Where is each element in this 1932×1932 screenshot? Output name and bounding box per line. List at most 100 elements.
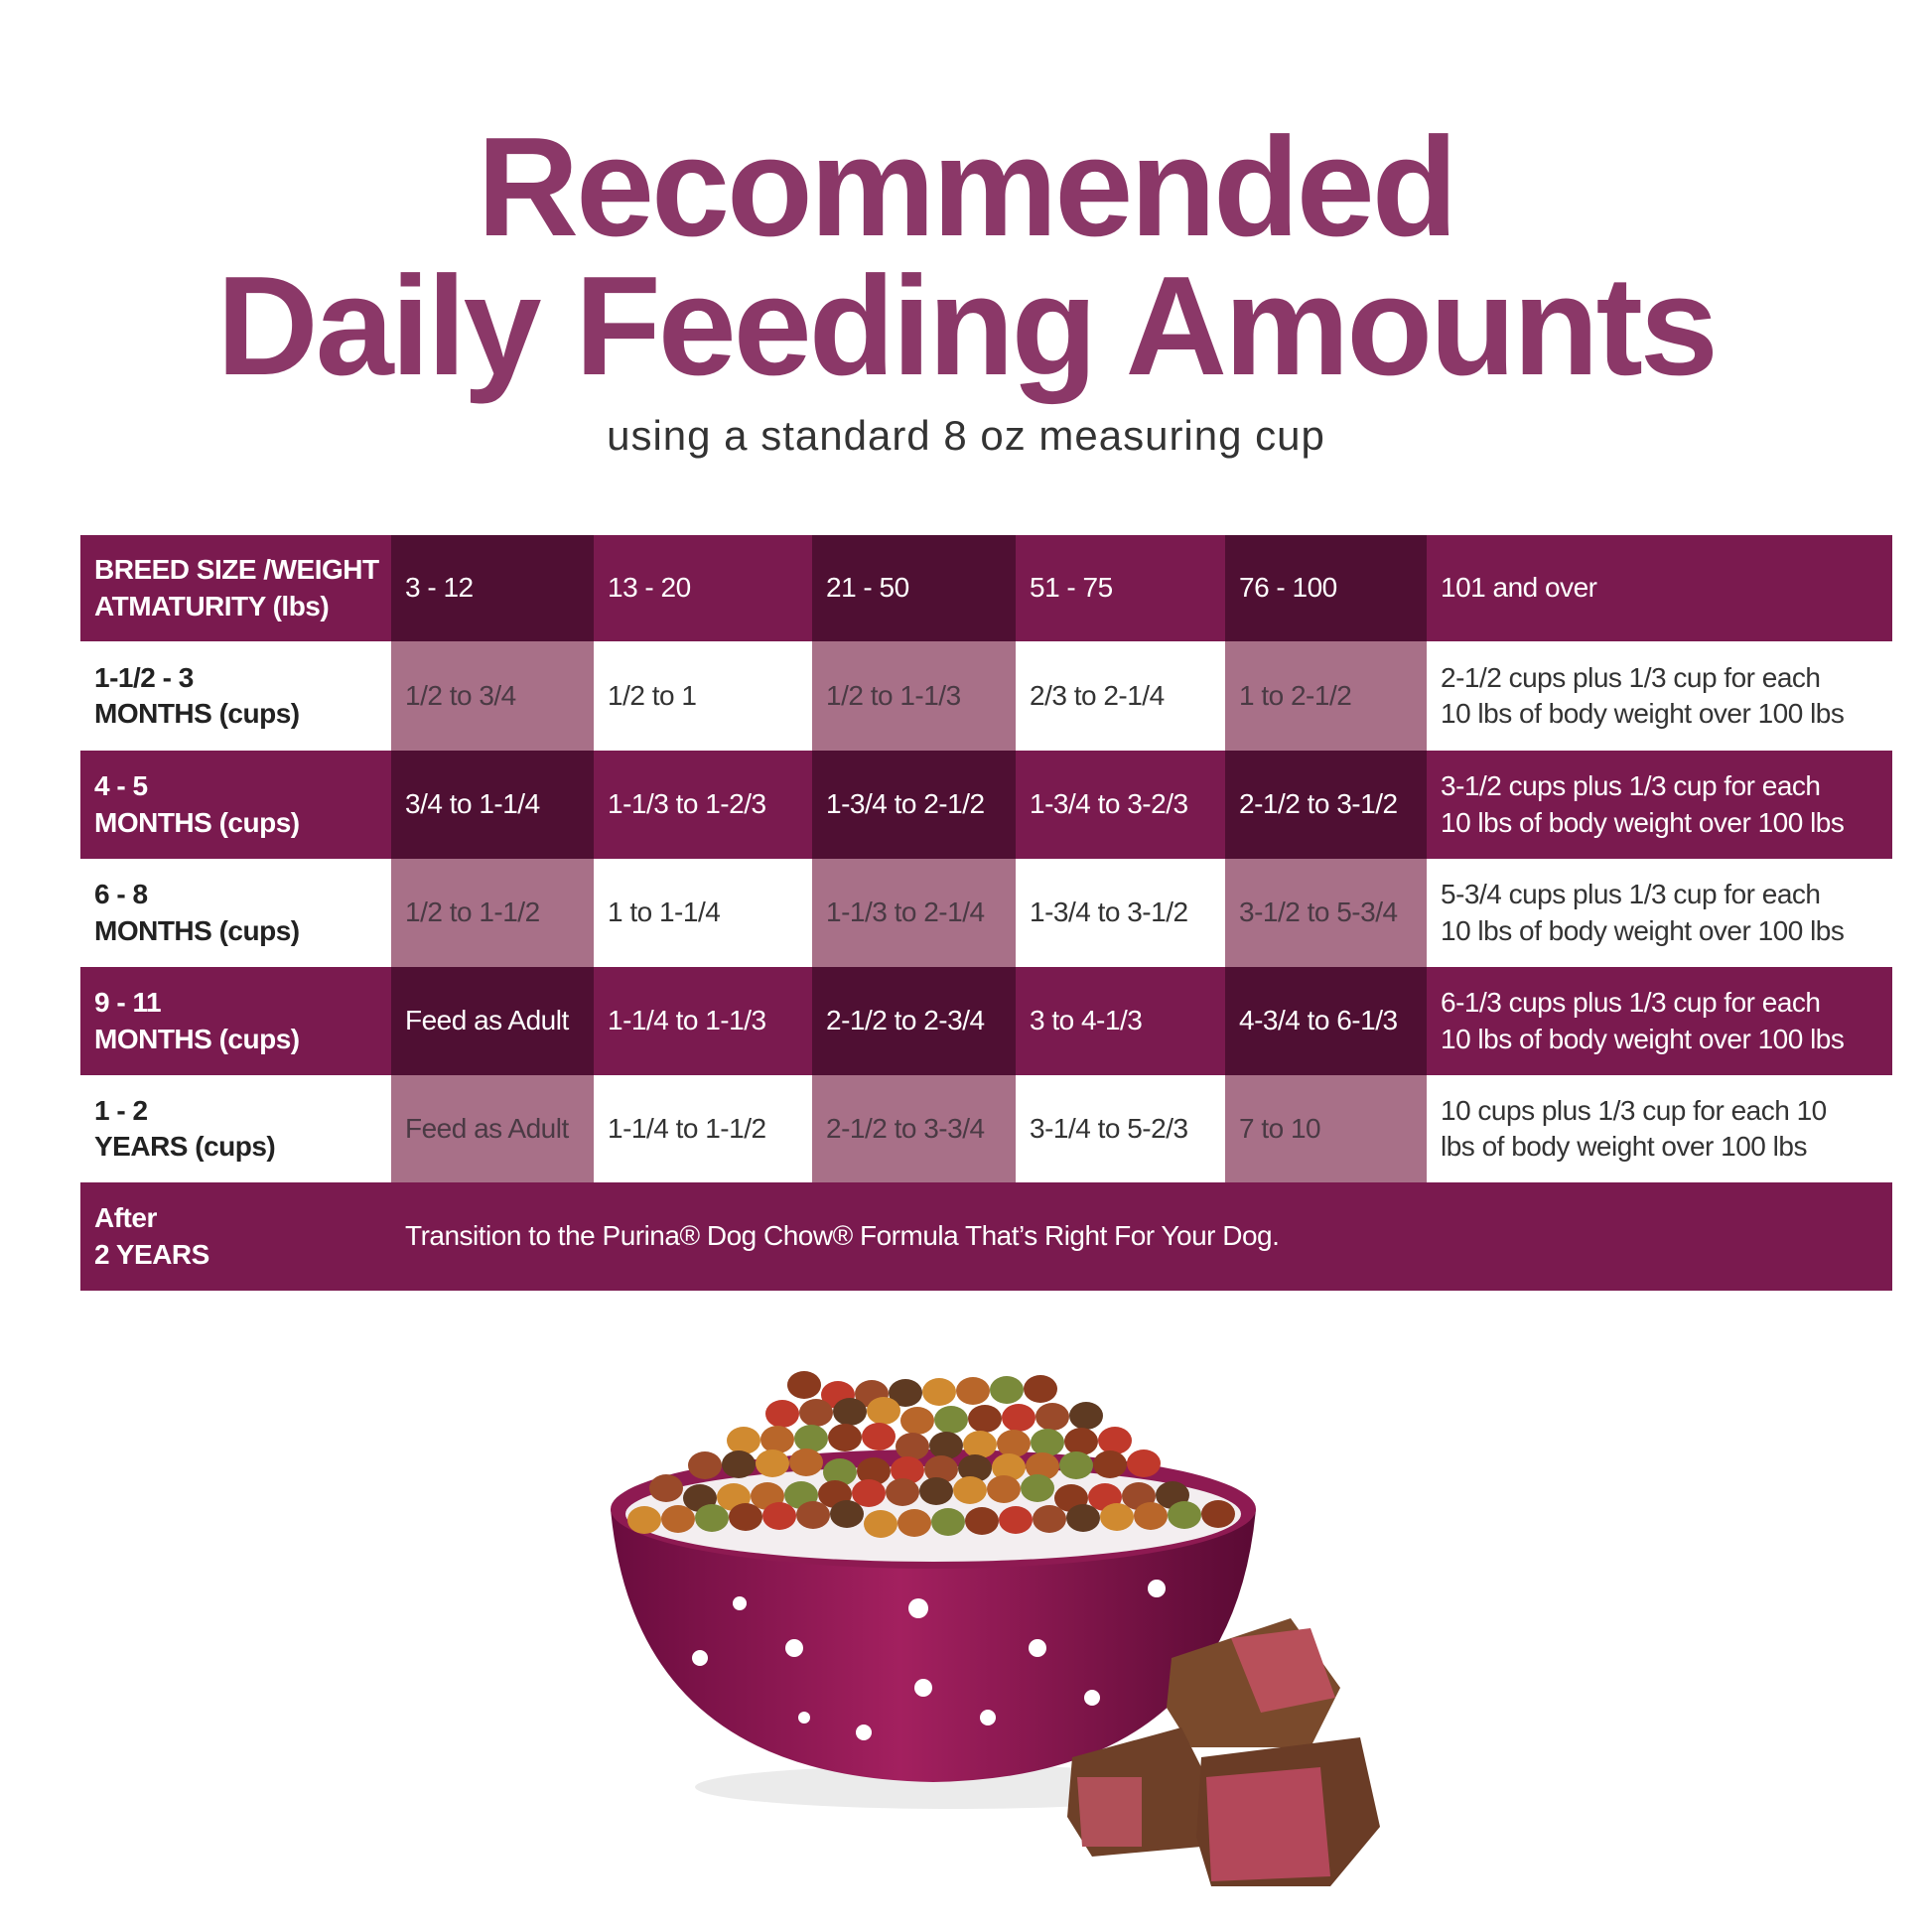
table-cell: 1 to 1-1/4 [594, 859, 812, 967]
table-cell: 1/2 to 3/4 [391, 641, 594, 751]
kibble [688, 1451, 722, 1479]
kibble [987, 1475, 1021, 1503]
kibble [931, 1508, 965, 1536]
table-cell: Feed as Adult [391, 1075, 594, 1182]
kibble [867, 1397, 900, 1425]
kibble [897, 1509, 931, 1537]
table-cell: 3-1/4 to 5-2/3 [1016, 1075, 1225, 1182]
kibble [862, 1423, 896, 1450]
kibble [794, 1425, 828, 1452]
kibble [1156, 1481, 1189, 1509]
kibble [965, 1507, 999, 1535]
kibble [1093, 1450, 1127, 1478]
kibble [1033, 1505, 1066, 1533]
cell-line: ATMATURITY (lbs) [94, 590, 330, 621]
kibble [857, 1457, 891, 1485]
kibble [1134, 1502, 1168, 1530]
kibble [796, 1501, 830, 1529]
row-label: 1 - 2 YEARS (cups) [80, 1075, 391, 1182]
column-header: 101 and over [1427, 535, 1892, 641]
kibble [818, 1480, 852, 1508]
table-cell: 3 to 4-1/3 [1016, 967, 1225, 1075]
row-label: 9 - 11 MONTHS (cups) [80, 967, 391, 1075]
kibble [855, 1380, 889, 1408]
cell-line: 2 YEARS [94, 1238, 209, 1270]
table-cell: 2-1/2 to 3-3/4 [812, 1075, 1016, 1182]
kibble [1066, 1504, 1100, 1532]
cell-line: 10 cups plus 1/3 cup for each 10 [1441, 1094, 1827, 1126]
kibble [1201, 1500, 1235, 1528]
kibble [830, 1500, 864, 1528]
kibble [683, 1484, 717, 1512]
kibble [997, 1430, 1031, 1457]
kibble [1031, 1429, 1064, 1456]
kibble [799, 1399, 833, 1427]
table-cell: 2/3 to 2-1/4 [1016, 641, 1225, 751]
kibble [891, 1456, 924, 1484]
cell-line: 5-3/4 cups plus 1/3 cup for each [1441, 879, 1821, 910]
kibble [852, 1479, 886, 1507]
kibble [722, 1450, 756, 1478]
kibble [1100, 1503, 1134, 1531]
table-cell: 5-3/4 cups plus 1/3 cup for each 10 lbs o… [1427, 859, 1892, 967]
kibble [661, 1505, 695, 1533]
kibble [695, 1504, 729, 1532]
cell-line: 4 - 5 [94, 770, 148, 802]
kibble [934, 1406, 968, 1434]
table-cell: 1/2 to 1 [594, 641, 812, 751]
kibble [760, 1426, 794, 1453]
kibble [919, 1477, 953, 1505]
table-cell: 1-1/3 to 1-2/3 [594, 751, 812, 859]
table-cell: 3/4 to 1-1/4 [391, 751, 594, 859]
kibble [751, 1482, 784, 1510]
kibble [990, 1376, 1024, 1404]
footer-text: Transition to the Purina® Dog Chow® Form… [391, 1182, 1892, 1291]
column-header: 51 - 75 [1016, 535, 1225, 641]
cell-line: MONTHS (cups) [94, 698, 300, 729]
cell-line: 10 lbs of body weight over 100 lbs [1441, 914, 1845, 946]
table-cell: 1 to 2-1/2 [1225, 641, 1427, 751]
cell-line: 9 - 11 [94, 987, 162, 1019]
header-label: BREED SIZE /WEIGHT ATMATURITY (lbs) [80, 535, 391, 641]
table-cell: 2-1/2 to 3-1/2 [1225, 751, 1427, 859]
cell-line: 6-1/3 cups plus 1/3 cup for each [1441, 987, 1821, 1019]
cell-line: 6 - 8 [94, 879, 148, 910]
table-cell: 1-1/4 to 1-1/3 [594, 967, 812, 1075]
table-cell: 3-1/2 to 5-3/4 [1225, 859, 1427, 967]
row-label: 1-1/2 - 3 MONTHS (cups) [80, 641, 391, 751]
cell-line: 10 lbs of body weight over 100 lbs [1441, 806, 1845, 838]
cell-line: 2-1/2 cups plus 1/3 cup for each [1441, 661, 1821, 693]
table-cell: 2-1/2 cups plus 1/3 cup for each 10 lbs o… [1427, 641, 1892, 751]
kibble [963, 1431, 997, 1458]
column-header: 13 - 20 [594, 535, 812, 641]
kibble [1069, 1402, 1103, 1430]
kibble [956, 1377, 990, 1405]
kibble [765, 1400, 799, 1428]
kibble [922, 1378, 956, 1406]
kibble [929, 1432, 963, 1459]
table-cell: 1-1/3 to 2-1/4 [812, 859, 1016, 967]
kibble [896, 1433, 929, 1460]
kibble [1002, 1404, 1035, 1432]
kibble [1127, 1449, 1161, 1477]
table-cell: 1-3/4 to 3-2/3 [1016, 751, 1225, 859]
table-cell: 7 to 10 [1225, 1075, 1427, 1182]
kibble [821, 1381, 855, 1409]
kibble [787, 1371, 821, 1399]
kibble [1088, 1483, 1122, 1511]
kibble [729, 1503, 762, 1531]
kibble [789, 1449, 823, 1476]
kibble [1064, 1428, 1098, 1455]
kibble [886, 1478, 919, 1506]
column-header: 76 - 100 [1225, 535, 1427, 641]
kibble [968, 1405, 1002, 1433]
column-header: 3 - 12 [391, 535, 594, 641]
kibble [1035, 1403, 1069, 1431]
table-cell: 1/2 to 1-1/3 [812, 641, 1016, 751]
kibble [1168, 1501, 1201, 1529]
kibble [1122, 1482, 1156, 1510]
cell-line: 3-1/2 cups plus 1/3 cup for each [1441, 770, 1821, 802]
kibble [1026, 1452, 1059, 1480]
kibble [627, 1506, 661, 1534]
